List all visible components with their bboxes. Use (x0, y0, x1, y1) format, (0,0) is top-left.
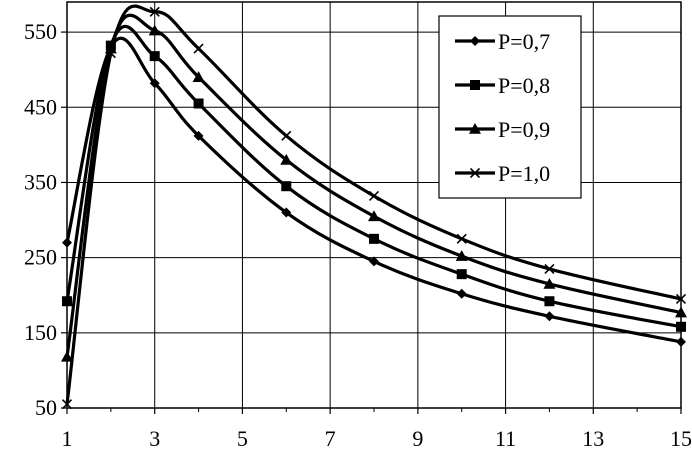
y-tick-label: 150 (24, 320, 57, 345)
data-point-square (456, 269, 467, 280)
data-point-triangle (455, 250, 468, 261)
x-marker-stroke (281, 130, 292, 141)
x-marker-stroke (675, 293, 687, 305)
y-tick-label: 250 (24, 245, 57, 270)
x-tick-label: 15 (670, 426, 692, 450)
x-tick-label: 5 (237, 426, 248, 450)
data-point-square (193, 98, 204, 109)
legend-label: P=0,8 (498, 73, 550, 98)
legend-label: P=1,0 (498, 161, 550, 186)
data-point-x (105, 48, 116, 59)
data-point-diamond (369, 256, 379, 267)
data-point-x (149, 6, 160, 17)
data-point-diamond (281, 207, 292, 218)
x-marker-stroke (61, 399, 73, 410)
data-point-triangle (675, 306, 687, 318)
series-line (65, 13, 683, 359)
data-point-x (368, 190, 380, 202)
x-marker-stroke (368, 190, 380, 202)
data-point-x (675, 293, 687, 305)
data-point-square (369, 233, 379, 244)
data-point-triangle (61, 350, 73, 362)
plot-frame (66, 1, 682, 409)
data-point-triangle (368, 210, 380, 222)
x-marker-stroke (469, 167, 481, 179)
y-tick-label: 450 (24, 94, 57, 119)
data-point-x (193, 43, 204, 54)
data-point-triangle (148, 24, 161, 36)
x-tick-label: 7 (325, 426, 336, 450)
x-tick-label: 9 (412, 426, 423, 450)
x-marker-stroke (193, 43, 204, 54)
legend-item: P=0,8 (455, 73, 550, 98)
data-point-square (281, 181, 292, 192)
data-point-diamond (676, 336, 686, 347)
data-point-square (62, 296, 72, 307)
x-tick-label: 13 (582, 426, 604, 450)
series-p-0-8 (62, 25, 686, 332)
data-point-triangle (543, 277, 556, 289)
x-marker-stroke (544, 263, 555, 274)
legend-marker (470, 80, 480, 90)
series-p-0-7 (62, 36, 686, 347)
legend-item: P=0,7 (455, 29, 550, 54)
y-tick-label: 350 (24, 169, 57, 194)
data-point-square (149, 51, 160, 62)
data-point-diamond (62, 237, 72, 248)
data-point-square (544, 296, 555, 307)
series-p-1-0 (61, 4, 687, 410)
data-point-square (676, 321, 686, 332)
x-tick-label: 1 (62, 426, 73, 450)
data-point-triangle (280, 153, 293, 165)
data-point-diamond (193, 130, 204, 141)
legend: P=0,7 P=0,8 P=0,9 P=1,0 (438, 15, 582, 199)
grid (67, 2, 681, 408)
data-point-triangle (192, 71, 205, 82)
legend-marker (469, 123, 481, 134)
x-tick-label: 11 (495, 426, 516, 450)
legend-marker (469, 167, 481, 179)
series-line (65, 4, 683, 406)
x-marker-stroke (456, 233, 467, 244)
series-line (65, 25, 683, 329)
x-tick-label: 3 (149, 426, 160, 450)
x-marker-stroke (105, 48, 116, 59)
data-point-diamond (544, 311, 555, 322)
y-tick-label: 550 (24, 19, 57, 44)
data-point-diamond (456, 288, 467, 299)
legend-label: P=0,9 (498, 117, 550, 142)
legend-item: P=1,0 (455, 161, 550, 186)
x-marker-stroke (149, 6, 160, 17)
legend-box (438, 15, 582, 199)
legend-marker (470, 36, 480, 46)
data-point-x (281, 130, 292, 141)
data-point-x (61, 399, 73, 410)
data-point-diamond (149, 78, 160, 89)
legend-item: P=0,9 (455, 117, 550, 142)
legend-label: P=0,7 (498, 29, 550, 54)
series-group (61, 4, 687, 410)
y-tick-label: 50 (35, 395, 57, 420)
data-point-x (544, 263, 555, 274)
data-point-x (456, 233, 467, 244)
